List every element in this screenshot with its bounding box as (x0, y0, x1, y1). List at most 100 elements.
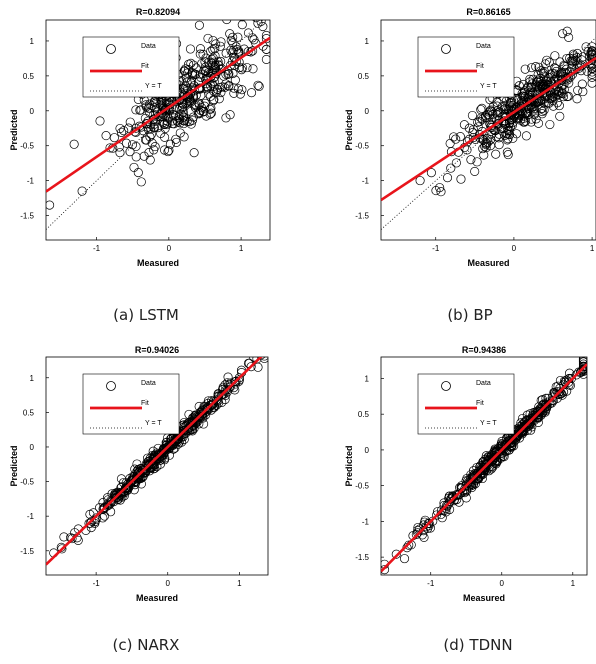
data-point (545, 90, 556, 100)
data-point (145, 99, 155, 109)
data-point (171, 134, 181, 144)
data-point (257, 357, 266, 360)
data-point (475, 468, 486, 478)
data-point (520, 64, 530, 74)
data-point (581, 42, 591, 52)
data-point (252, 20, 261, 23)
data-point (144, 148, 154, 158)
data-point (167, 439, 177, 449)
data-point (423, 518, 433, 528)
legend-label-identity: Y = T (145, 420, 162, 427)
data-point (223, 69, 233, 79)
data-point (84, 518, 94, 528)
chart-title: R=0.94026 (135, 345, 179, 355)
data-point (508, 107, 518, 117)
data-point (558, 89, 568, 99)
data-point (230, 385, 240, 395)
data-point (555, 111, 565, 121)
data-point (381, 565, 390, 575)
data-point (512, 129, 522, 139)
x-tick-label: 0 (512, 244, 517, 253)
data-point (487, 123, 497, 133)
data-point (503, 150, 513, 160)
data-point (525, 409, 535, 419)
data-point (225, 110, 235, 120)
data-point (529, 109, 540, 119)
data-point (57, 544, 67, 554)
data-point (149, 103, 160, 113)
data-point (426, 168, 436, 178)
data-point (222, 20, 232, 25)
data-point (170, 437, 180, 447)
data-point (214, 94, 224, 104)
data-point (533, 118, 544, 128)
data-point (456, 174, 466, 184)
data-point (203, 33, 213, 43)
data-point (548, 92, 558, 102)
data-point (175, 128, 185, 138)
legend-label-identity: Y = T (480, 420, 497, 427)
data-point (131, 141, 141, 151)
legend-box (417, 373, 515, 435)
data-point (479, 150, 489, 160)
data-point (141, 135, 152, 145)
data-point (226, 45, 236, 55)
data-point (537, 68, 547, 78)
chart-title: R=0.82094 (136, 7, 180, 17)
data-point (180, 116, 190, 126)
legend-marker-data (106, 44, 116, 54)
data-point (451, 158, 461, 168)
data-point (125, 147, 135, 157)
legend: Data Fit Y = T (82, 36, 180, 98)
y-tick-label: -1.5 (355, 212, 369, 221)
data-point (98, 513, 108, 523)
data-point (185, 44, 195, 54)
y-tick-label: -1 (362, 177, 370, 186)
data-point (459, 484, 470, 495)
plot-content (46, 357, 268, 566)
legend-label-fit: Fit (141, 400, 149, 407)
data-point (180, 64, 191, 74)
data-point (521, 131, 531, 141)
data-point (521, 420, 531, 430)
data-point (247, 33, 258, 43)
data-point (249, 35, 259, 45)
data-point (216, 88, 226, 98)
data-point (153, 443, 163, 453)
data-point (578, 357, 587, 364)
data-point (144, 460, 154, 470)
data-point (213, 84, 223, 95)
chart-title: R=0.94386 (462, 345, 506, 355)
data-point (242, 63, 252, 73)
data-point (223, 372, 233, 382)
data-point (225, 29, 235, 39)
data-point (258, 22, 268, 32)
data-point (481, 451, 491, 461)
data-point (577, 79, 587, 89)
data-point (518, 79, 528, 90)
data-point (234, 62, 244, 73)
data-point (200, 67, 211, 77)
data-point (261, 34, 270, 44)
data-point (574, 63, 584, 73)
data-point (100, 511, 110, 521)
x-tick-label: 1 (590, 244, 595, 253)
data-point (194, 20, 204, 30)
data-point (101, 131, 111, 141)
data-point (519, 117, 529, 127)
data-point (194, 98, 204, 108)
data-point (233, 32, 243, 42)
data-point (220, 380, 230, 390)
y-axis-label: Predicted (344, 109, 354, 150)
data-point (472, 157, 482, 167)
data-point (229, 45, 239, 55)
data-point (106, 507, 116, 517)
data-point (506, 102, 516, 112)
y-tick-label: 1 (30, 374, 35, 383)
data-point (490, 453, 500, 463)
legend-label-identity: Y = T (145, 83, 162, 90)
y-tick-label: 1 (30, 37, 35, 46)
data-point (494, 140, 504, 150)
y-tick-label: 0.5 (358, 72, 370, 81)
data-point (587, 63, 596, 73)
